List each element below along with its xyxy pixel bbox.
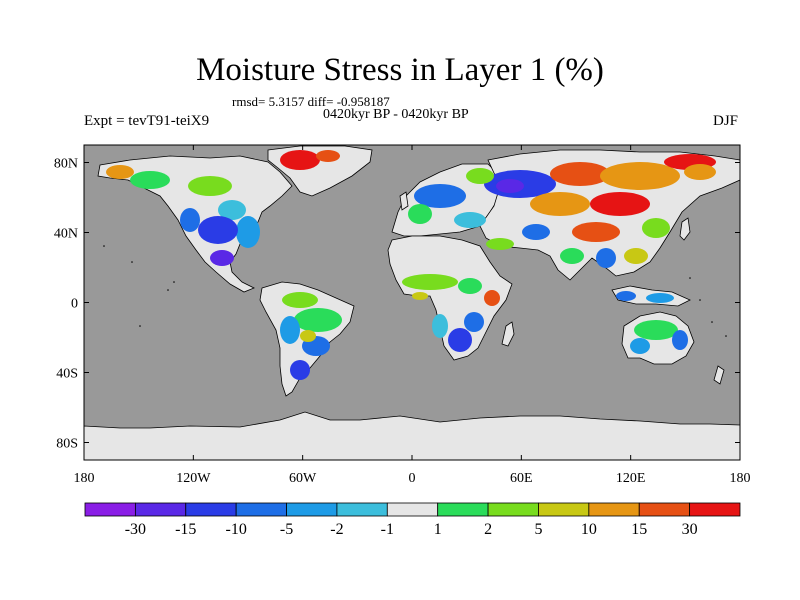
land-japan bbox=[679, 217, 691, 241]
colorbar-swatch bbox=[638, 502, 691, 517]
land-uk bbox=[399, 191, 409, 211]
lon-tick-label: 60W bbox=[289, 471, 317, 486]
colorbar-label: 10 bbox=[581, 521, 597, 538]
field-overlay bbox=[106, 150, 716, 380]
lon-tick-label: 60E bbox=[510, 471, 533, 486]
colorbar-label: -30 bbox=[125, 521, 146, 538]
land-antarctica bbox=[84, 411, 740, 460]
colorbar-label: 1 bbox=[434, 521, 442, 538]
colorbar-swatch bbox=[235, 502, 287, 517]
colorbar-swatch bbox=[437, 502, 489, 517]
colorbar-label: -15 bbox=[175, 521, 196, 538]
period-line: 0420kyr BP - 0420kyr BP bbox=[323, 107, 469, 122]
colorbar-swatch bbox=[185, 502, 237, 517]
colorbar-swatch bbox=[538, 502, 590, 517]
colorbar-label: -2 bbox=[330, 521, 343, 538]
colorbar-swatch bbox=[336, 502, 388, 517]
lon-tick-label: 0 bbox=[409, 471, 416, 486]
lat-axis: 80N 40N 0 40S 80S bbox=[54, 157, 740, 452]
lon-tick-label: 180 bbox=[730, 471, 751, 486]
lon-tick-label: 120E bbox=[616, 471, 646, 486]
colorbar: -30 -15 -10 -5 -2 -1 1 2 5 10 15 30 bbox=[84, 502, 741, 538]
season-label: DJF bbox=[712, 113, 738, 129]
colorbar-swatch bbox=[588, 502, 640, 517]
colorbar-label: -1 bbox=[381, 521, 394, 538]
island-dots bbox=[103, 245, 727, 337]
lat-tick-label: 80S bbox=[56, 437, 78, 452]
lat-tick-label: 80N bbox=[54, 157, 78, 172]
colorbar-label: 2 bbox=[484, 521, 492, 538]
land-madagascar bbox=[501, 321, 515, 347]
colorbar-swatch bbox=[689, 502, 741, 517]
colorbar-label: -10 bbox=[225, 521, 246, 538]
colorbar-label: 30 bbox=[682, 521, 698, 538]
colorbar-swatch bbox=[286, 502, 338, 517]
land-new-zealand bbox=[713, 365, 725, 385]
colorbar-label: 5 bbox=[534, 521, 542, 538]
lon-tick-label: 120W bbox=[176, 471, 211, 486]
colorbar-label: -5 bbox=[280, 521, 293, 538]
colorbar-swatch bbox=[386, 502, 439, 517]
colorbar-swatch bbox=[487, 502, 539, 517]
lat-tick-label: 40S bbox=[56, 367, 78, 382]
colorbar-swatch bbox=[134, 502, 187, 517]
stats-line: rmsd= 5.3157 diff= -0.958187 bbox=[232, 94, 390, 109]
lon-axis: 180 120W 60W 0 60E 120E 180 bbox=[74, 145, 751, 486]
plot-title: Moisture Stress in Layer 1 (%) bbox=[196, 52, 604, 88]
experiment-label: Expt = tevT91-teiX9 bbox=[84, 113, 210, 129]
lon-tick-label: 180 bbox=[74, 471, 95, 486]
lat-tick-label: 0 bbox=[71, 297, 78, 312]
colorbar-label: 15 bbox=[631, 521, 647, 538]
lat-tick-label: 40N bbox=[54, 227, 78, 242]
colorbar-swatch bbox=[84, 502, 136, 517]
